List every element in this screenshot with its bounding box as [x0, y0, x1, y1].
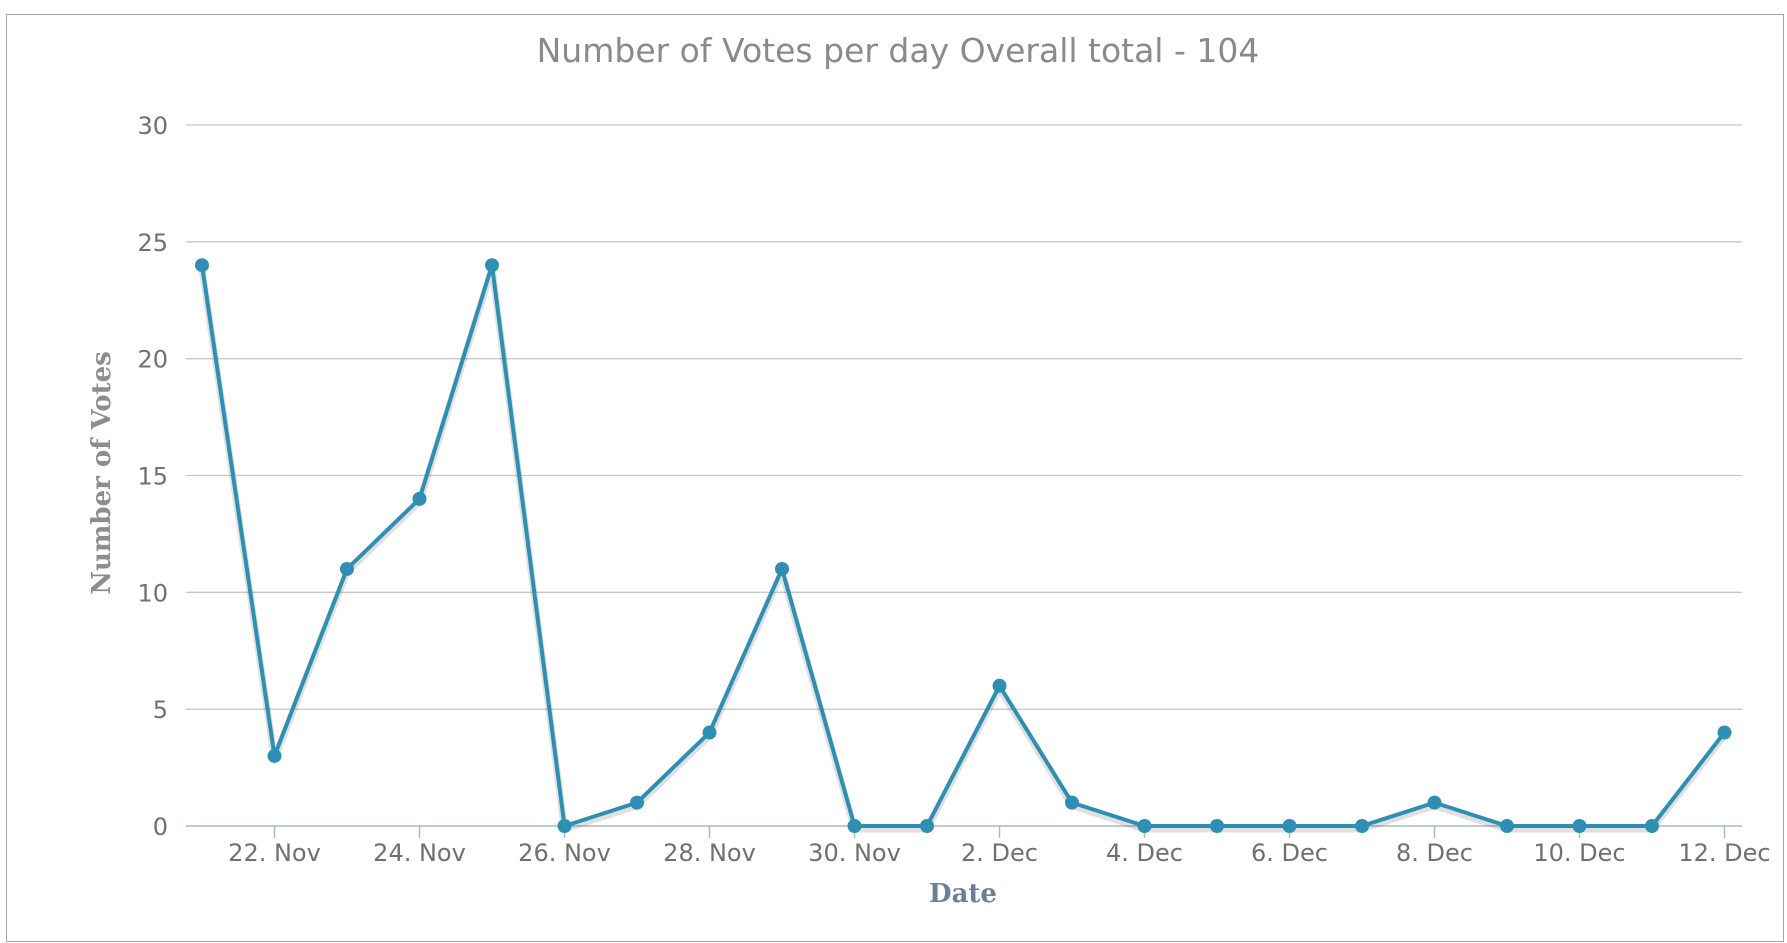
- chart-frame: [6, 14, 1784, 942]
- data-point[interactable]: [340, 561, 354, 576]
- data-point[interactable]: [1500, 819, 1514, 833]
- data-point[interactable]: [1065, 795, 1079, 810]
- y-axis-ticks: 0 5 10 15 20 25 30: [137, 112, 168, 841]
- data-point[interactable]: [485, 258, 499, 273]
- data-point[interactable]: [1717, 725, 1732, 740]
- chart-title: Number of Votes per day Overall total - …: [537, 31, 1260, 70]
- x-tick-label: 6. Dec: [1251, 839, 1328, 867]
- data-point[interactable]: [775, 561, 789, 576]
- x-tick-label: 8. Dec: [1396, 839, 1473, 867]
- x-tick-label: 26. Nov: [518, 839, 611, 867]
- gridlines: [186, 124, 1742, 827]
- data-point[interactable]: [920, 819, 934, 833]
- x-tick-label: 28. Nov: [663, 839, 756, 867]
- x-axis-ticks: 22. Nov 24. Nov 26. Nov 28. Nov 30. Nov 2. De…: [228, 826, 1771, 867]
- data-point[interactable]: [1355, 819, 1369, 833]
- x-axis-label: Date: [929, 879, 997, 909]
- y-tick-label: 0: [153, 813, 168, 841]
- data-point[interactable]: [557, 819, 572, 833]
- data-point[interactable]: [1427, 795, 1442, 810]
- x-tick-label: 12. Dec: [1678, 839, 1770, 867]
- y-tick-label: 20: [137, 346, 168, 374]
- series-line-shadow: [198, 264, 1728, 833]
- y-tick-label: 5: [153, 696, 168, 724]
- x-tick-label: 22. Nov: [228, 839, 321, 867]
- y-axis-label: Number of Votes: [87, 351, 117, 595]
- x-tick-label: 10. Dec: [1533, 839, 1625, 867]
- y-tick-label: 10: [137, 579, 168, 607]
- data-point[interactable]: [267, 748, 282, 763]
- y-tick-label: 15: [137, 463, 168, 491]
- x-tick-label: 24. Nov: [373, 839, 466, 867]
- data-point[interactable]: [195, 258, 209, 273]
- series-votes: [195, 258, 1732, 833]
- data-point[interactable]: [992, 678, 1007, 693]
- x-tick-label: 2. Dec: [961, 839, 1038, 867]
- data-point[interactable]: [1645, 819, 1659, 833]
- y-tick-label: 30: [137, 112, 168, 140]
- data-point[interactable]: [1137, 819, 1152, 833]
- x-tick-label: 4. Dec: [1106, 839, 1183, 867]
- data-point[interactable]: [1210, 819, 1224, 833]
- x-tick-label: 30. Nov: [808, 839, 901, 867]
- data-point[interactable]: [1572, 819, 1587, 833]
- series-line: [200, 263, 1727, 828]
- data-point[interactable]: [412, 491, 427, 506]
- y-tick-label: 25: [137, 229, 168, 257]
- data-point[interactable]: [1282, 819, 1297, 833]
- data-point[interactable]: [630, 795, 644, 810]
- data-point[interactable]: [702, 725, 717, 740]
- data-point[interactable]: [847, 819, 862, 833]
